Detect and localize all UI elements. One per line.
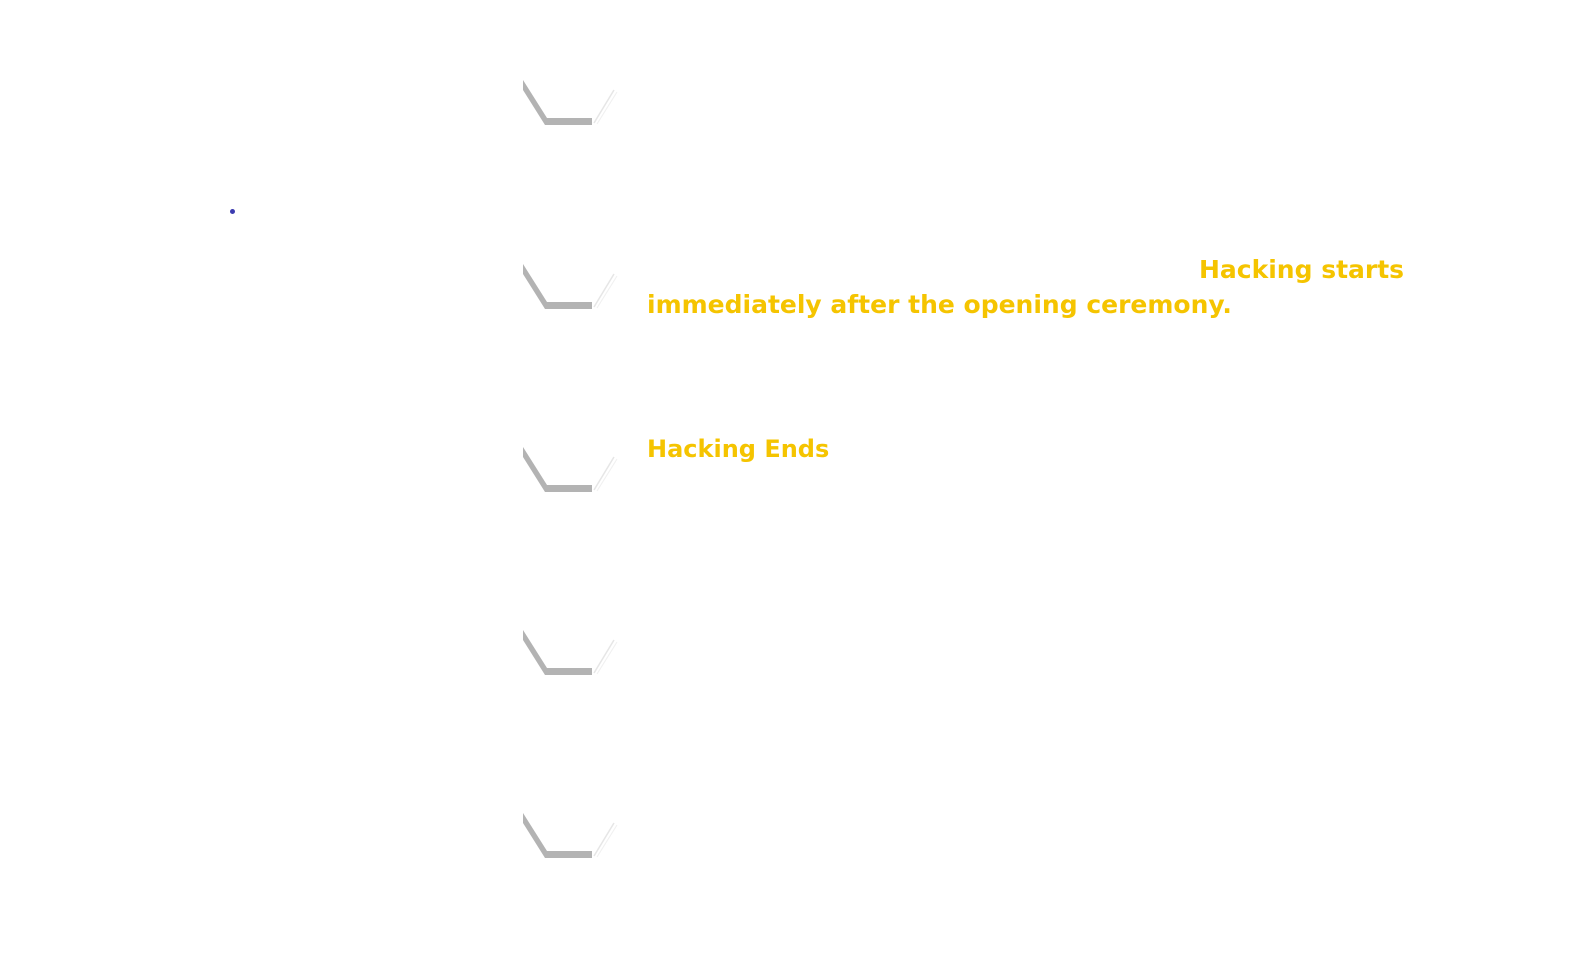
timeline-marker-5 — [522, 811, 618, 859]
timeline-marker-2 — [522, 262, 618, 310]
timeline-marker-1 — [522, 78, 618, 126]
timeline-event-hacking-ends: Hacking Ends — [647, 435, 830, 463]
bullet-dot — [230, 209, 235, 214]
timeline-marker-4 — [522, 628, 618, 676]
timeline-marker-3 — [522, 445, 618, 493]
timeline-event-hacking-starts: Hacking starts immediately after the ope… — [647, 255, 1405, 319]
